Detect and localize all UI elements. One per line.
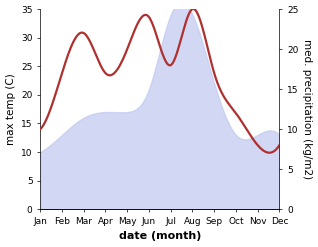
X-axis label: date (month): date (month) [119, 231, 201, 242]
Y-axis label: max temp (C): max temp (C) [5, 73, 16, 145]
Y-axis label: med. precipitation (kg/m2): med. precipitation (kg/m2) [302, 39, 313, 179]
